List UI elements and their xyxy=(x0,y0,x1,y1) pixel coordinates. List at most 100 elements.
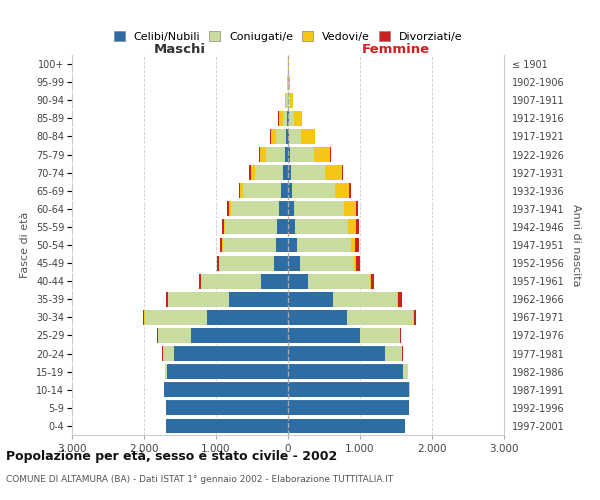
Bar xyxy=(332,292,397,306)
Bar xyxy=(355,238,359,252)
Bar xyxy=(169,292,229,306)
Bar xyxy=(289,74,290,90)
Bar xyxy=(223,238,277,252)
Bar xyxy=(274,256,288,270)
Bar xyxy=(191,328,288,343)
Bar xyxy=(360,328,400,343)
Bar xyxy=(222,220,224,234)
Bar xyxy=(288,111,289,126)
Bar xyxy=(354,256,356,270)
Bar xyxy=(286,93,287,108)
Bar xyxy=(349,184,350,198)
Bar xyxy=(308,274,370,288)
Bar xyxy=(250,165,251,180)
Bar xyxy=(157,328,158,343)
Bar xyxy=(166,400,288,415)
Bar xyxy=(288,418,404,434)
Bar xyxy=(398,292,402,306)
Bar xyxy=(344,202,356,216)
Legend: Celibi/Nubili, Coniugati/e, Vedovi/e, Divorziati/e: Celibi/Nubili, Coniugati/e, Vedovi/e, Di… xyxy=(113,32,463,42)
Bar xyxy=(325,165,342,180)
Bar xyxy=(290,93,293,108)
Bar xyxy=(289,111,294,126)
Bar xyxy=(356,220,359,234)
Bar xyxy=(400,328,401,343)
Bar xyxy=(158,328,191,343)
Bar xyxy=(231,202,278,216)
Bar xyxy=(291,165,325,180)
Bar xyxy=(397,292,398,306)
Bar xyxy=(385,346,403,361)
Bar xyxy=(301,129,315,144)
Bar xyxy=(286,129,288,144)
Bar xyxy=(288,184,292,198)
Bar xyxy=(227,202,229,216)
Bar xyxy=(277,220,288,234)
Bar xyxy=(294,202,344,216)
Bar xyxy=(295,220,349,234)
Bar xyxy=(350,238,355,252)
Text: Femmine: Femmine xyxy=(362,43,430,56)
Bar xyxy=(288,256,299,270)
Bar xyxy=(278,202,288,216)
Bar xyxy=(403,364,407,379)
Bar xyxy=(206,310,288,325)
Bar xyxy=(262,274,288,288)
Bar xyxy=(288,274,308,288)
Bar xyxy=(288,382,409,397)
Bar xyxy=(347,310,413,325)
Bar xyxy=(356,256,359,270)
Bar xyxy=(330,147,331,162)
Bar xyxy=(290,147,314,162)
Bar xyxy=(356,202,358,216)
Bar xyxy=(220,238,223,252)
Bar xyxy=(285,147,288,162)
Bar xyxy=(277,238,288,252)
Bar xyxy=(299,256,354,270)
Bar xyxy=(371,274,374,288)
Bar xyxy=(278,111,283,126)
Bar xyxy=(288,165,291,180)
Text: Popolazione per età, sesso e stato civile - 2002: Popolazione per età, sesso e stato civil… xyxy=(6,450,337,463)
Bar xyxy=(285,93,286,108)
Bar xyxy=(287,111,288,126)
Bar xyxy=(288,328,360,343)
Bar xyxy=(164,382,288,397)
Bar xyxy=(288,400,409,415)
Y-axis label: Anni di nascita: Anni di nascita xyxy=(571,204,581,286)
Bar xyxy=(239,184,240,198)
Bar xyxy=(288,202,294,216)
Bar xyxy=(288,346,385,361)
Bar xyxy=(174,346,288,361)
Bar xyxy=(276,129,286,144)
Bar xyxy=(164,364,167,379)
Bar xyxy=(281,184,288,198)
Bar xyxy=(288,238,296,252)
Bar xyxy=(271,129,276,144)
Bar xyxy=(201,274,262,288)
Y-axis label: Fasce di età: Fasce di età xyxy=(20,212,31,278)
Text: Maschi: Maschi xyxy=(154,43,206,56)
Bar xyxy=(229,202,231,216)
Bar xyxy=(314,147,330,162)
Bar xyxy=(166,418,288,434)
Bar xyxy=(349,220,356,234)
Bar xyxy=(342,165,343,180)
Bar xyxy=(288,364,403,379)
Bar xyxy=(409,382,410,397)
Bar xyxy=(288,310,347,325)
Bar xyxy=(283,165,288,180)
Bar xyxy=(288,292,332,306)
Bar xyxy=(229,292,288,306)
Bar xyxy=(251,165,255,180)
Bar xyxy=(292,184,335,198)
Bar xyxy=(283,111,287,126)
Bar xyxy=(145,310,206,325)
Bar xyxy=(240,184,244,198)
Bar xyxy=(296,238,350,252)
Bar xyxy=(226,220,277,234)
Bar xyxy=(289,93,290,108)
Bar xyxy=(266,147,285,162)
Bar xyxy=(255,165,283,180)
Bar xyxy=(260,147,266,162)
